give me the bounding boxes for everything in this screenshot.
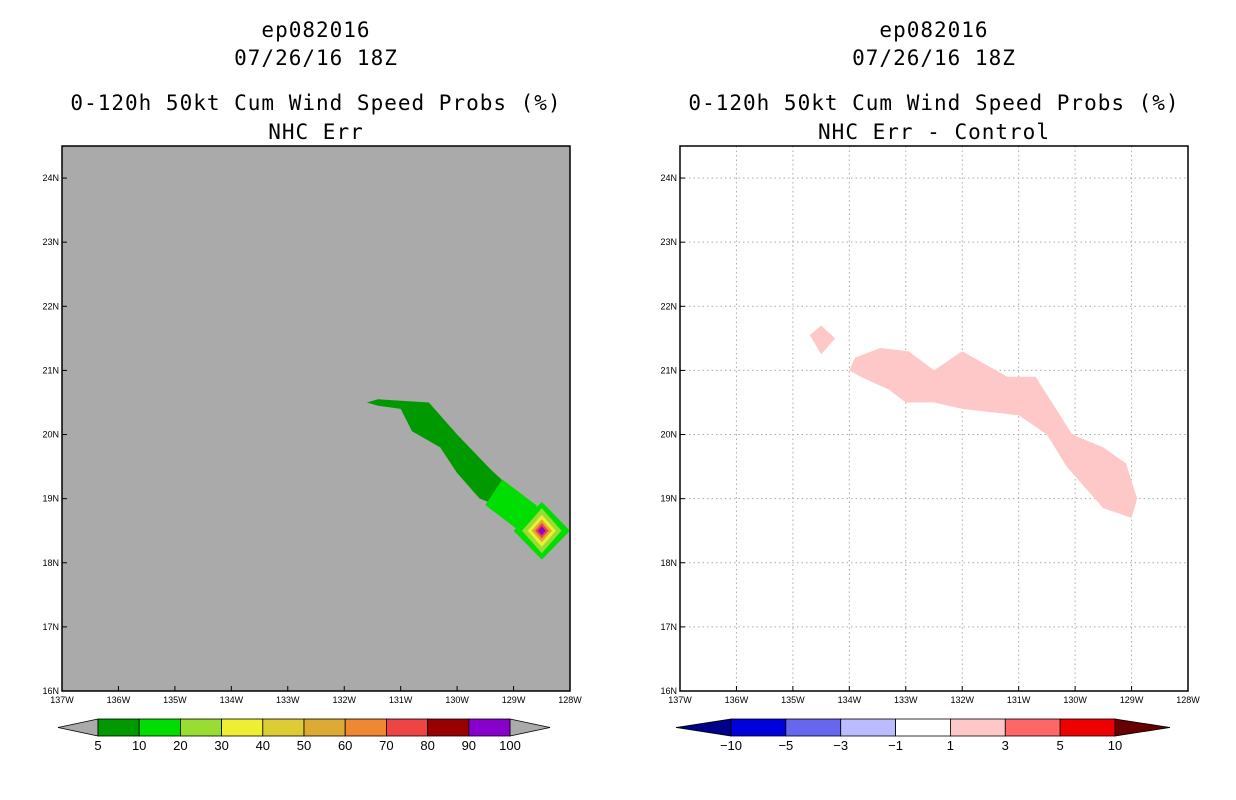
colorbar-swatch: [97, 718, 140, 737]
x-tick-label: 131W: [1007, 695, 1031, 705]
left-title-date: 07/26/16 18Z: [234, 46, 398, 70]
x-tick-label: 136W: [107, 695, 131, 705]
x-tick-label: 129W: [1120, 695, 1144, 705]
y-tick-label: 17N: [660, 622, 677, 632]
colorbar-label: 5: [94, 738, 101, 753]
colorbar-label: 70: [379, 738, 393, 753]
y-tick-label: 19N: [660, 494, 677, 504]
x-tick-label: 132W: [950, 695, 974, 705]
colorbar-swatch: [221, 718, 264, 737]
x-tick-label: 136W: [725, 695, 749, 705]
contour-1-3: [849, 348, 1138, 518]
colorbar-label: −10: [720, 738, 742, 753]
y-tick-label: 18N: [660, 558, 677, 568]
x-tick-label: 137W: [668, 695, 692, 705]
x-tick-label: 129W: [502, 695, 526, 705]
left-title-subtitle: NHC Err: [268, 120, 364, 144]
colorbar-swatch: [138, 718, 181, 737]
x-tick-label: 130W: [1063, 695, 1087, 705]
y-tick-label: 16N: [42, 686, 59, 696]
contour-1-3: [809, 325, 836, 355]
colorbar-swatch: [344, 718, 387, 737]
colorbar-swatch: [179, 718, 222, 737]
colorbar-label: −1: [888, 738, 903, 753]
x-tick-label: 135W: [781, 695, 805, 705]
colorbar-swatch: [262, 718, 305, 737]
colorbar-label: 50: [297, 738, 311, 753]
colorbar-label: 10: [132, 738, 146, 753]
y-tick-label: 23N: [42, 237, 59, 247]
y-tick-label: 20N: [660, 430, 677, 440]
colorbar-label: 1: [947, 738, 954, 753]
colorbar-swatch: [303, 718, 346, 737]
y-tick-label: 18N: [42, 558, 59, 568]
x-tick-label: 135W: [163, 695, 187, 705]
contour-90-100: [537, 526, 546, 536]
map-background: [62, 146, 570, 691]
right-title-subtitle: NHC Err - Control: [818, 120, 1050, 144]
y-tick-label: 20N: [42, 430, 59, 440]
colorbar-label: 40: [256, 738, 270, 753]
colorbar-swatch: [950, 718, 1006, 737]
colorbar-swatch: [385, 718, 428, 737]
y-tick-label: 16N: [660, 686, 677, 696]
left-title-product: 0-120h 50kt Cum Wind Speed Probs (%): [70, 91, 562, 115]
colorbar-swatch: [427, 718, 470, 737]
colorbar-label: −3: [833, 738, 848, 753]
colorbar-label: 10: [1108, 738, 1122, 753]
colorbar-arrow-left: [675, 718, 732, 737]
right-title-date: 07/26/16 18Z: [852, 46, 1016, 70]
map-frame: [61, 145, 571, 692]
x-tick-label: 132W: [332, 695, 356, 705]
right-title-storm: ep082016: [879, 18, 989, 42]
map-frame: [679, 145, 1189, 692]
right-title-product: 0-120h 50kt Cum Wind Speed Probs (%): [688, 91, 1180, 115]
y-tick-label: 22N: [660, 301, 677, 311]
colorbar-label: 60: [338, 738, 352, 753]
x-tick-label: 137W: [50, 695, 74, 705]
colorbar-swatch: [1059, 718, 1116, 737]
x-tick-label: 128W: [1176, 695, 1200, 705]
colorbar-label: 5: [1057, 738, 1064, 753]
y-tick-label: 21N: [42, 365, 59, 375]
x-tick-label: 133W: [276, 695, 300, 705]
colorbar-arrow-right: [1114, 718, 1171, 737]
y-tick-label: 24N: [42, 173, 59, 183]
colorbar-label: 3: [1002, 738, 1009, 753]
x-tick-label: 133W: [894, 695, 918, 705]
x-tick-label: 131W: [389, 695, 413, 705]
x-tick-label: 130W: [445, 695, 469, 705]
x-tick-label: 128W: [558, 695, 582, 705]
colorbar-swatch: [1004, 718, 1061, 737]
y-tick-label: 19N: [42, 494, 59, 504]
colorbar-arrow-left: [57, 718, 99, 737]
colorbar-swatch: [895, 718, 951, 737]
colorbar-swatch: [840, 718, 896, 737]
y-tick-label: 17N: [42, 622, 59, 632]
contour-5-10: [366, 399, 537, 512]
x-tick-label: 134W: [838, 695, 862, 705]
colorbar-swatch: [785, 718, 842, 737]
y-tick-label: 21N: [660, 365, 677, 375]
colorbar-label: 100: [499, 738, 521, 753]
map-background: [680, 146, 1188, 691]
left-map-panel: 137W 136W 135W 134W 133W 132W 131W 130W 129W 128W…: [42, 145, 582, 753]
x-tick-label: 134W: [220, 695, 244, 705]
colorbar-label: 80: [420, 738, 434, 753]
colorbar-swatch: [730, 718, 787, 737]
colorbar-label: 30: [214, 738, 228, 753]
colorbar-label: 90: [462, 738, 476, 753]
y-tick-label: 24N: [660, 173, 677, 183]
colorbar-label: 20: [173, 738, 187, 753]
y-tick-label: 23N: [660, 237, 677, 247]
colorbar-swatch: [468, 718, 511, 737]
left-title-storm: ep082016: [261, 18, 371, 42]
y-tick-label: 22N: [42, 301, 59, 311]
colorbar-label: −5: [778, 738, 793, 753]
right-map-panel: 137W 136W 135W 134W 133W 132W 131W 130W 129W 128W…: [660, 145, 1200, 753]
colorbar-arrow-right: [509, 718, 551, 737]
